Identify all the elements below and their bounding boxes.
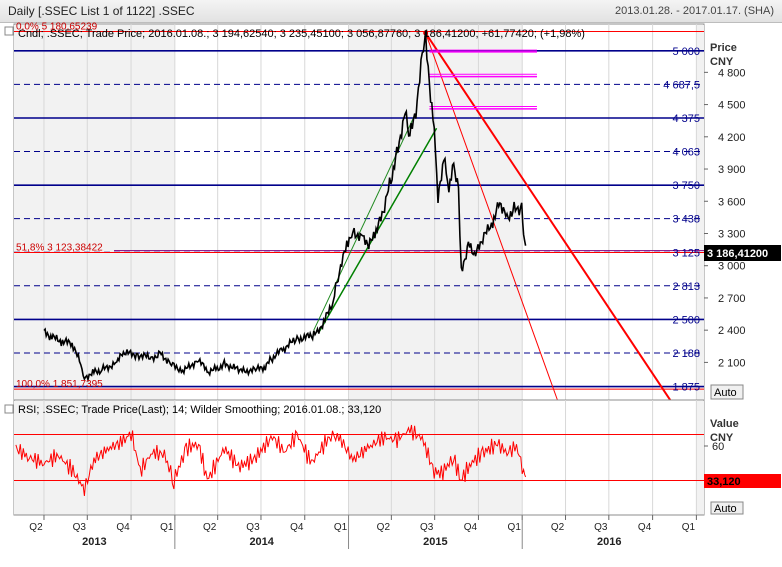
year-label: 2016 (597, 536, 621, 548)
rsi-year-band (696, 401, 704, 515)
rsi-year-band (348, 401, 523, 515)
level-label: 5 000 (672, 46, 700, 58)
last-rsi-box (704, 474, 781, 488)
price-line (43, 31, 527, 383)
price-tick-label: 2 700 (718, 293, 746, 305)
rsi-close-icon[interactable] (4, 404, 14, 414)
rsi-auto-label: Auto (714, 503, 737, 515)
price-tick-label: 4 500 (718, 100, 746, 112)
fib-level-label: 0,0% 5 180,65239 (16, 22, 98, 32)
quarter-label: Q3 (73, 522, 87, 533)
year-band (696, 25, 704, 400)
price-tick-label: 3 300 (718, 228, 746, 240)
rsi-tick-label: 60 (712, 441, 724, 453)
chart-canvas[interactable]: Cndl; .SSEC; Trade Price; 2016.01.08.; 3… (0, 22, 782, 567)
price-tick-label: 4 200 (718, 132, 746, 144)
last-price-box (704, 245, 781, 261)
red-trend-line (424, 32, 673, 403)
quarter-label: Q1 (682, 522, 696, 533)
quarter-label: Q4 (116, 522, 130, 533)
quarter-label: Q2 (29, 522, 43, 533)
quarter-label: Q1 (334, 522, 348, 533)
trend-drawings[interactable] (313, 30, 673, 403)
price-levels (14, 30, 704, 390)
rsi-series (15, 424, 527, 496)
date-range: 2013.01.28. - 2017.01.17. (SHA) (615, 5, 774, 17)
price-tick-label: 3 600 (718, 196, 746, 208)
price-tick-label: 3 000 (718, 261, 746, 273)
rsi-line (15, 424, 527, 496)
red-fan-line (425, 32, 558, 401)
fib-level-label: 51,8% 3 123,38422 (16, 242, 103, 253)
level-label: 3 125 (672, 247, 700, 259)
window-titlebar: Daily [.SSEC List 1 of 1122] .SSEC 2013.… (0, 0, 782, 23)
rsi-axis-unit: CNY (710, 432, 734, 444)
quarter-label: Q2 (551, 522, 565, 533)
level-label: 4 687,5 (663, 79, 700, 91)
level-label: 2 813 (672, 281, 700, 293)
price-axis-unit: CNY (710, 56, 734, 68)
time-axis: Q2 Q3 Q4 Q1 Q2 Q3 Q4 Q1 Q2 Q3 Q4 Q1 Q2 Q3 Q4 Q1 2013 2014… (14, 514, 704, 549)
rsi-legend: RSI; .SSEC; Trade Price(Last); 14; Wilde… (18, 404, 381, 416)
quarter-label: Q2 (203, 522, 217, 533)
price-tick-label: 3 900 (718, 164, 746, 176)
quarter-label: Q1 (508, 522, 522, 533)
quarter-label: Q4 (464, 522, 478, 533)
price-axis-ticks: 4 800 4 500 4 200 3 900 3 600 3 300 3 000 2 700… (704, 67, 746, 369)
level-label: 3 750 (672, 180, 700, 192)
year-label: 2014 (249, 536, 274, 548)
level-label: 4 063 (672, 147, 700, 159)
rsi-auto-button[interactable] (710, 501, 744, 515)
rsi-axis-title: Value (710, 418, 739, 430)
rsi-axis-ticks: 60 (704, 441, 724, 453)
price-auto-button[interactable] (710, 384, 744, 400)
price-tick-label: 2 400 (718, 325, 746, 337)
window-title: Daily [.SSEC List 1 of 1122] .SSEC (8, 4, 195, 18)
year-label: 2013 (82, 536, 106, 548)
level-label: 4 375 (672, 113, 700, 125)
price-close-icon[interactable] (4, 26, 14, 36)
price-axis-title: Price (710, 42, 737, 54)
year-band (348, 25, 523, 400)
year-bands (14, 24, 704, 400)
level-label: 3 438 (672, 214, 700, 226)
year-band (14, 25, 175, 400)
price-auto-label: Auto (714, 387, 737, 399)
fib-level-label: 100,0% 1 851,7395 (16, 379, 103, 390)
last-price-label: 3 186,41200 (707, 248, 768, 260)
last-rsi-label: 33,120 (707, 476, 741, 488)
year-label: 2015 (423, 536, 447, 548)
quarter-label: Q4 (290, 522, 304, 533)
quarter-label: Q3 (420, 522, 434, 533)
level-label: 1 875 (672, 382, 700, 394)
quarter-label: Q2 (377, 522, 391, 533)
quarter-label: Q3 (246, 522, 260, 533)
price-series (43, 31, 527, 383)
price-tick-label: 4 800 (718, 67, 746, 79)
price-legend: Cndl; .SSEC; Trade Price; 2016.01.08.; 3… (18, 28, 585, 40)
price-tick-label: 2 100 (718, 357, 746, 369)
quarter-label: Q3 (594, 522, 608, 533)
quarter-label: Q1 (160, 522, 174, 533)
level-labels: 5 000 4 687,5 4 375 4 063 3 750 3 438 3 125 2 8… (16, 22, 700, 394)
level-label: 2 188 (672, 348, 700, 360)
level-label: 2 500 (672, 314, 700, 326)
quarter-label: Q4 (638, 522, 652, 533)
